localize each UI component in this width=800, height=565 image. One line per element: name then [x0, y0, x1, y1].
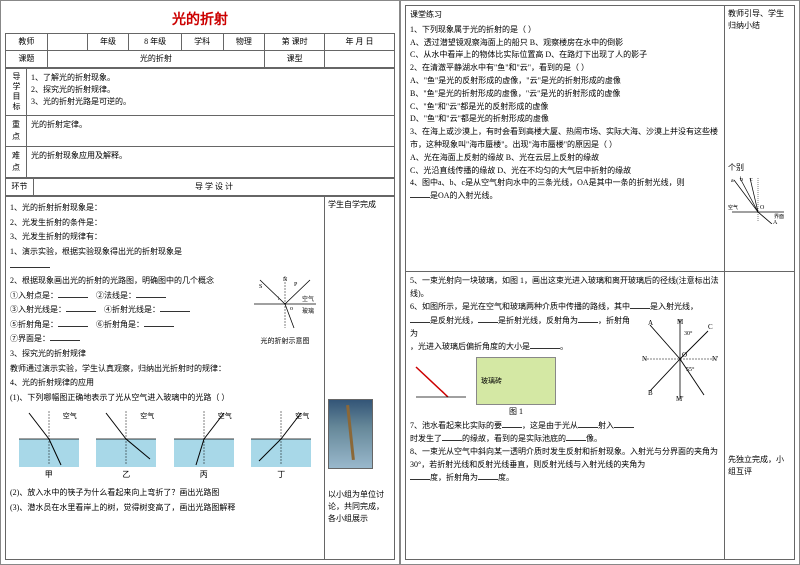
svg-text:b: b [740, 177, 743, 183]
svg-text:c: c [750, 177, 753, 183]
exercise-heading: 课堂练习 [410, 9, 720, 22]
document-title: 光的折射 [5, 5, 395, 33]
option-diagrams: 空气 甲 空气 [10, 409, 320, 482]
objectives-table: 导学目标 1、了解光的折射现象。 2、探究光的折射规律。 3、光的折射光路是可逆… [5, 68, 395, 178]
svg-text:N: N [283, 277, 288, 283]
svg-text:S: S [259, 284, 262, 290]
page-right: 课堂练习 1、下列现象属于光的折射的是（ ） A、透过潜望镜观察海面上的船只 B… [400, 0, 800, 565]
svg-text:C: C [708, 323, 713, 331]
svg-text:55°: 55° [686, 366, 695, 373]
glass-block-diagram: 玻璃砖 [476, 357, 556, 405]
diagram-c: 空气 [174, 409, 234, 467]
date-label: 年 月 日 [325, 34, 395, 51]
teacher-label: 教师 [6, 34, 48, 51]
focus-content: 光的折射定律。 [27, 116, 395, 147]
lesson-header-table: 教师 年级 8 年级 学科 物理 第 课时 年 月 日 课题 光的折射 课型 [5, 33, 395, 68]
diagram-b: 空气 [96, 409, 156, 467]
grade-value: 8 年级 [129, 34, 182, 51]
subject-value: 物理 [223, 34, 265, 51]
abc-diagram: a b c O A 空气 界面 [728, 174, 788, 224]
right-sidebar-bottom: 先独立完成，小组互评 [725, 271, 795, 559]
arrow-strike-diagram [410, 357, 470, 409]
svg-text:P: P [294, 282, 298, 288]
objectives-label: 导学目标 [6, 69, 27, 116]
svg-text:空气: 空气 [302, 295, 314, 303]
objectives-content: 1、了解光的折射现象。 2、探究光的折射规律。 3、光的折射光路是可逆的。 [27, 69, 395, 116]
diagram-a: 空气 [19, 409, 79, 467]
segment-label: 环节 [6, 179, 34, 196]
svg-text:M: M [677, 318, 684, 326]
svg-text:A: A [648, 319, 653, 327]
page-left: 光的折射 教师 年级 8 年级 学科 物理 第 课时 年 月 日 课题 光的折射… [0, 0, 400, 565]
svg-text:a: a [731, 178, 734, 184]
main-content: 1、光的折射折射现象是： 2、光发生折射的条件是： 3、光发生折射的规律有： 1… [6, 197, 325, 560]
period-label: 第 课时 [265, 34, 325, 51]
focus-label: 重点 [6, 116, 27, 147]
schematic-caption: 光的折射示意图 [250, 336, 320, 348]
left-sidebar: 学生自学完成 以小组为单位讨论，共同完成，各小组展示 [325, 197, 395, 560]
diagram-d: 空气 [251, 409, 311, 467]
grade-label: 年级 [87, 34, 129, 51]
svg-text:i: i [278, 297, 280, 302]
svg-text:B: B [648, 389, 653, 397]
difficulty-label: 难点 [6, 147, 27, 178]
topic-value: 光的折射 [47, 51, 265, 68]
svg-text:N': N' [712, 355, 718, 363]
right-sidebar-top: 教师引导、学生归纳小结 个别 a b c O A 空气 界面 [725, 6, 795, 272]
svg-text:O: O [682, 351, 687, 359]
svg-text:O: O [760, 205, 765, 211]
subject-label: 学科 [181, 34, 223, 51]
exercise-table: 课堂练习 1、下列现象属于光的折射的是（ ） A、透过潜望镜观察海面上的船只 B… [405, 5, 795, 560]
angle-diagram: A M C N N' O B M' 30° 55° [640, 315, 720, 403]
type-label: 课型 [265, 51, 325, 68]
svg-text:o: o [290, 306, 293, 312]
svg-text:M': M' [676, 395, 684, 403]
svg-text:界面: 界面 [774, 214, 784, 220]
exercise-content-top: 课堂练习 1、下列现象属于光的折射的是（ ） A、透过潜望镜观察海面上的船只 B… [406, 6, 725, 272]
content-table: 1、光的折射折射现象是： 2、光发生折射的条件是： 3、光发生折射的规律有： 1… [5, 196, 395, 560]
svg-text:A: A [773, 220, 778, 224]
exercise-content-bottom: 5、一束光射向一块玻璃，如图 1，画出这束光进入玻璃和离开玻璃后的径线(注意标出… [406, 271, 725, 559]
chopsticks-photo [328, 399, 373, 469]
design-header: 导 学 设 计 [34, 179, 395, 196]
svg-text:30°: 30° [684, 330, 693, 337]
svg-text:N: N [642, 355, 647, 363]
refraction-schematic: N S o i P 空气 玻璃 光的折射示意图 [250, 274, 320, 330]
topic-label: 课题 [6, 51, 48, 68]
svg-text:空气: 空气 [728, 204, 738, 211]
difficulty-content: 光的折射现象应用及解释。 [27, 147, 395, 178]
svg-text:玻璃: 玻璃 [302, 307, 314, 315]
design-header-table: 环节 导 学 设 计 [5, 178, 395, 196]
